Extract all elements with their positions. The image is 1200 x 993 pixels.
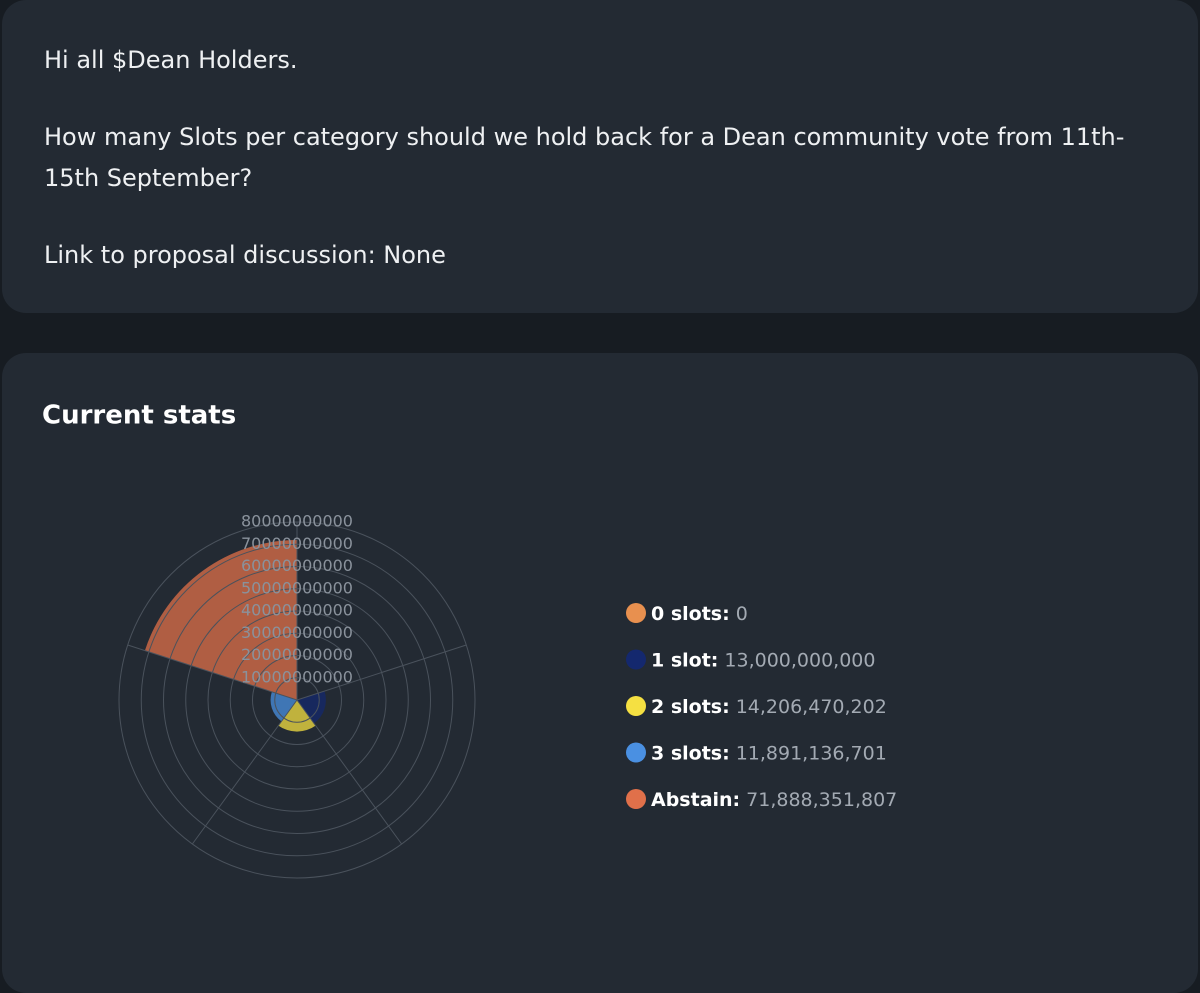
radial-line (191, 699, 298, 845)
radial-line (127, 644, 298, 701)
legend-value: 11,891,136,701 (736, 742, 887, 764)
legend-value: 0 (736, 603, 748, 625)
legend-swatch (626, 696, 646, 716)
sector (270, 691, 297, 722)
legend-entry: Abstain: 71,888,351,807 (651, 789, 897, 811)
legend-entry: 2 slots: 14,206,470,202 (651, 696, 887, 718)
question: How many Slots per category should we ho… (44, 123, 1125, 192)
legend-entry: 3 slots: 11,891,136,701 (651, 742, 887, 764)
r-tick-label: 70000000000 (241, 534, 353, 553)
r-tick-label: 20000000000 (241, 645, 353, 664)
legend-label: 0 slots: (651, 603, 730, 625)
link: Link to proposal discussion: None (44, 241, 446, 269)
radial-line (296, 644, 467, 701)
r-tick-label: 10000000000 (241, 667, 353, 686)
legend-value: 13,000,000,000 (724, 649, 875, 671)
legend-swatch (626, 649, 646, 670)
sector (278, 700, 316, 732)
legend-swatch (626, 742, 646, 763)
legend-label: 3 slots: (651, 742, 730, 764)
stats-title: Current stats (42, 401, 236, 431)
legend-label: Abstain: (651, 789, 740, 811)
greeting: Hi all $Dean Holders. (44, 46, 298, 74)
legend-label: 2 slots: (651, 696, 730, 718)
legend-entry: 0 slots: 0 (651, 603, 748, 625)
chart: Current stats 10000000000 20000000000 3000… (42, 401, 897, 879)
r-tick-label: 50000000000 (241, 578, 353, 597)
r-tick-label: 60000000000 (241, 556, 353, 575)
stats-card (2, 353, 1198, 993)
legend-swatch (626, 789, 646, 809)
r-tick-label: 30000000000 (241, 623, 353, 642)
r-tick-label: 80000000000 (241, 512, 353, 531)
legend-swatch (626, 603, 646, 623)
r-tick-label: 40000000000 (241, 601, 353, 620)
proposal-card: Hi all $Dean Holders. How many Slots per… (2, 0, 1198, 313)
legend-entry: 1 slot: 13,000,000,000 (651, 649, 875, 671)
sector (144, 540, 297, 700)
legend-label: 1 slot: (651, 649, 718, 671)
legend-value: 71,888,351,807 (746, 789, 897, 811)
radial-line (296, 699, 403, 845)
legend-value: 14,206,470,202 (736, 696, 887, 718)
sector (297, 691, 326, 724)
